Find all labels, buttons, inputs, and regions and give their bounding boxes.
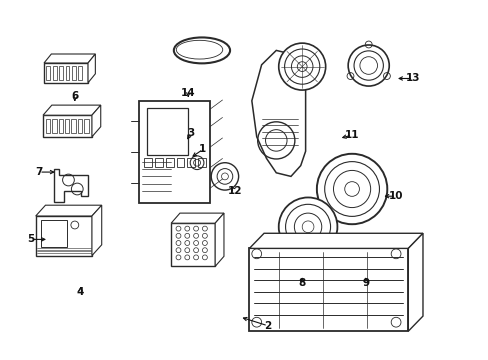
Text: 2: 2	[264, 321, 271, 331]
Text: 7: 7	[35, 167, 43, 177]
Polygon shape	[171, 213, 224, 223]
Bar	[59, 66, 63, 80]
Ellipse shape	[347, 45, 388, 86]
Text: 3: 3	[187, 128, 194, 138]
Ellipse shape	[211, 163, 238, 190]
Bar	[78, 66, 82, 80]
Bar	[198, 158, 205, 167]
Bar	[46, 119, 50, 133]
Bar	[71, 119, 76, 133]
Polygon shape	[92, 105, 101, 137]
Bar	[59, 119, 63, 133]
Polygon shape	[249, 233, 422, 248]
Bar	[78, 119, 82, 133]
Bar	[176, 158, 184, 167]
Bar	[65, 66, 69, 80]
Bar	[171, 223, 215, 266]
Polygon shape	[88, 54, 95, 83]
Ellipse shape	[278, 197, 337, 256]
Polygon shape	[92, 205, 102, 256]
Bar	[43, 115, 92, 137]
Bar	[155, 158, 163, 167]
Text: 12: 12	[227, 186, 242, 196]
Text: 9: 9	[362, 278, 368, 288]
Polygon shape	[44, 54, 95, 63]
Polygon shape	[36, 205, 102, 216]
Bar	[139, 101, 210, 203]
Bar	[249, 248, 407, 331]
Bar	[36, 216, 92, 256]
Ellipse shape	[316, 154, 386, 224]
Text: 4: 4	[77, 287, 84, 297]
Polygon shape	[54, 169, 88, 202]
Text: 10: 10	[388, 191, 403, 201]
Polygon shape	[407, 233, 422, 331]
Bar	[165, 158, 173, 167]
Text: 11: 11	[344, 130, 359, 140]
Ellipse shape	[174, 37, 230, 63]
Bar	[52, 119, 57, 133]
Bar	[44, 63, 88, 83]
Bar	[84, 119, 88, 133]
Text: 1: 1	[199, 144, 206, 154]
Bar	[41, 220, 67, 247]
Bar	[65, 119, 69, 133]
Bar	[187, 158, 195, 167]
Bar	[46, 66, 50, 80]
Bar	[72, 66, 76, 80]
Bar	[146, 108, 188, 155]
Polygon shape	[43, 105, 101, 115]
Polygon shape	[215, 213, 224, 266]
Bar	[144, 158, 152, 167]
Text: 8: 8	[298, 278, 305, 288]
Text: 13: 13	[405, 73, 420, 84]
Text: 6: 6	[71, 91, 78, 102]
Text: 14: 14	[181, 88, 195, 98]
Text: 5: 5	[27, 234, 34, 244]
Ellipse shape	[278, 43, 325, 90]
Bar	[53, 66, 57, 80]
